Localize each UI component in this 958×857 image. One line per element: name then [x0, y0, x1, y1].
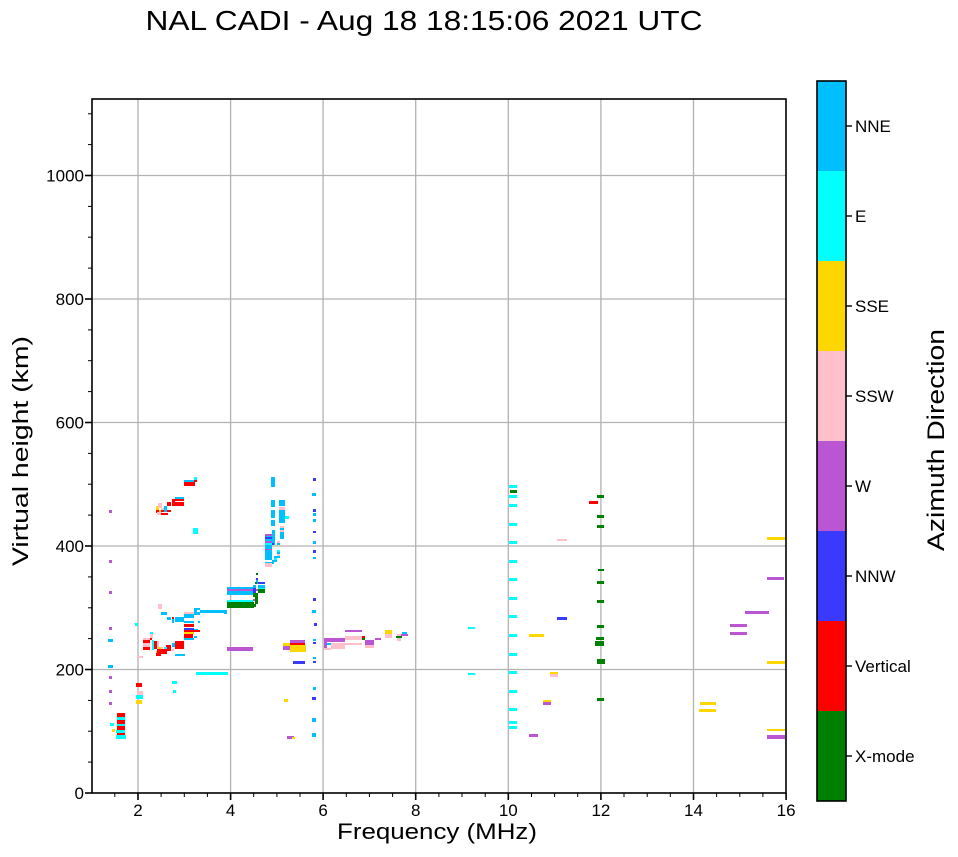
- svg-text:NAL CADI - Aug 18 18:15:06 202: NAL CADI - Aug 18 18:15:06 2021 UTC: [146, 5, 703, 36]
- svg-text:X-mode: X-mode: [855, 747, 915, 766]
- svg-text:10: 10: [499, 801, 518, 820]
- svg-text:14: 14: [684, 801, 703, 820]
- svg-text:200: 200: [56, 661, 84, 680]
- svg-text:Frequency (MHz): Frequency (MHz): [337, 819, 537, 844]
- svg-text:1000: 1000: [46, 167, 84, 186]
- svg-text:NNE: NNE: [855, 117, 891, 136]
- svg-text:W: W: [855, 477, 871, 496]
- svg-text:Virtual height (km): Virtual height (km): [8, 336, 33, 566]
- svg-text:Azimuth Direction: Azimuth Direction: [923, 329, 950, 551]
- svg-text:SSE: SSE: [855, 297, 889, 316]
- svg-text:E: E: [855, 207, 866, 226]
- svg-text:2: 2: [133, 801, 142, 820]
- svg-text:800: 800: [56, 290, 84, 309]
- svg-text:16: 16: [777, 801, 796, 820]
- svg-text:8: 8: [411, 801, 420, 820]
- svg-text:SSW: SSW: [855, 387, 894, 406]
- svg-text:6: 6: [318, 801, 327, 820]
- svg-text:0: 0: [75, 784, 84, 803]
- svg-text:NNW: NNW: [855, 567, 896, 586]
- svg-text:12: 12: [591, 801, 610, 820]
- svg-text:600: 600: [56, 414, 84, 433]
- svg-text:400: 400: [56, 537, 84, 556]
- svg-text:Vertical: Vertical: [855, 657, 911, 676]
- svg-text:4: 4: [226, 801, 235, 820]
